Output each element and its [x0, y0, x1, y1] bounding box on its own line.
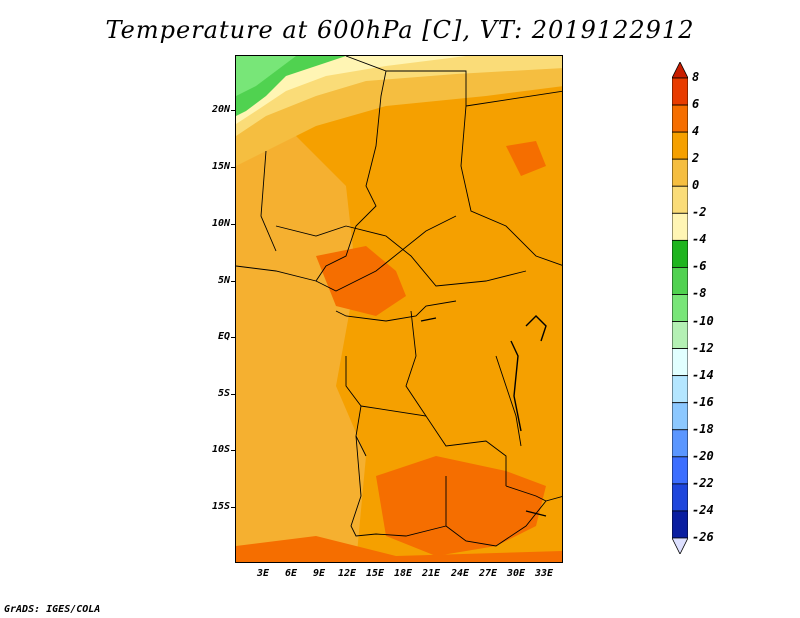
- y-tick: [231, 110, 235, 111]
- colorbar-label: 6: [692, 97, 700, 112]
- y-tick: [231, 281, 235, 282]
- colorbar-swatch: [672, 429, 688, 458]
- colorbar-label: -4: [692, 232, 707, 247]
- colorbar-top-arrow: [672, 62, 688, 79]
- colorbar-label: -16: [692, 394, 714, 409]
- colorbar-swatch: [672, 267, 688, 295]
- y-label-5s: 5S: [217, 388, 230, 399]
- warm-patch-central: [316, 246, 406, 316]
- colorbar-label: 8: [692, 70, 700, 84]
- country-borders: [236, 56, 562, 547]
- colorbar-swatch: [672, 321, 688, 349]
- chart-title: Temperature at 600hPa [C], VT: 201912291…: [105, 16, 695, 44]
- y-label-10s: 10S: [211, 444, 230, 455]
- x-label-15e: 15E: [366, 568, 385, 579]
- colorbar-label: -20: [692, 448, 714, 463]
- colorbar-swatch: [672, 483, 688, 512]
- colorbar-swatch: [672, 131, 688, 160]
- colorbar-label: -22: [692, 475, 714, 490]
- y-tick: [231, 337, 235, 338]
- grads-credit: GrADS: IGES/COLA: [4, 604, 101, 615]
- colorbar-label: -14: [692, 367, 714, 382]
- colorbar-swatch: [672, 185, 688, 214]
- colorbar-label: -2: [692, 205, 707, 220]
- colorbar-swatch: [672, 456, 688, 485]
- colorbar-swatch: [672, 104, 688, 133]
- temperature-map: [235, 55, 563, 563]
- colorbar-label: -8: [692, 286, 707, 301]
- lake-outlines: [420, 315, 547, 517]
- colorbar-label: -12: [692, 340, 714, 355]
- x-label-24e: 24E: [451, 568, 470, 579]
- colorbar-swatch: [672, 77, 688, 106]
- light-orange-zone: [236, 116, 366, 562]
- x-label-6e: 6E: [285, 568, 298, 579]
- colorbar: [672, 62, 688, 554]
- x-label-9e: 9E: [313, 568, 326, 579]
- colorbar-swatch: [672, 402, 688, 431]
- y-label-15n: 15N: [211, 161, 230, 172]
- x-label-12e: 12E: [338, 568, 357, 579]
- colorbar-swatch: [672, 348, 688, 377]
- colorbar-label: -18: [692, 421, 714, 436]
- x-label-21e: 21E: [422, 568, 441, 579]
- y-tick: [231, 224, 235, 225]
- y-tick: [231, 167, 235, 168]
- y-label-eq: EQ: [217, 331, 230, 342]
- y-tick: [231, 450, 235, 451]
- cold-lightgreen-zone: [236, 56, 296, 96]
- y-tick: [231, 507, 235, 508]
- x-label-30e: 30E: [507, 568, 526, 579]
- colorbar-label: -6: [692, 259, 707, 274]
- colorbar-label: -24: [692, 502, 714, 517]
- colorbar-bottom-arrow: [672, 537, 688, 554]
- x-label-18e: 18E: [394, 568, 413, 579]
- colorbar-swatch: [672, 510, 688, 539]
- hot-region-south: [376, 456, 546, 556]
- colorbar-swatch: [672, 212, 688, 241]
- map-canvas: [236, 56, 562, 562]
- y-label-10n: 10N: [211, 218, 230, 229]
- y-label-20n: 20N: [211, 104, 230, 115]
- y-label-5n: 5N: [217, 275, 230, 286]
- colorbar-swatch: [672, 239, 688, 268]
- y-tick: [231, 394, 235, 395]
- x-label-33e: 33E: [535, 568, 554, 579]
- warm-patch-northeast: [506, 141, 546, 176]
- hot-band-bottom: [236, 536, 562, 562]
- colorbar-swatch: [672, 294, 688, 322]
- x-label-3e: 3E: [257, 568, 270, 579]
- colorbar-label: 2: [692, 151, 700, 166]
- colorbar-swatch: [672, 375, 688, 404]
- colorbar-swatch: [672, 158, 688, 187]
- y-label-15s: 15S: [211, 501, 230, 512]
- colorbar-label: -10: [692, 313, 714, 328]
- colorbar-label: 0: [692, 178, 700, 193]
- colorbar-label: 4: [692, 124, 700, 139]
- colorbar-label: -26: [692, 530, 714, 544]
- x-label-27e: 27E: [479, 568, 498, 579]
